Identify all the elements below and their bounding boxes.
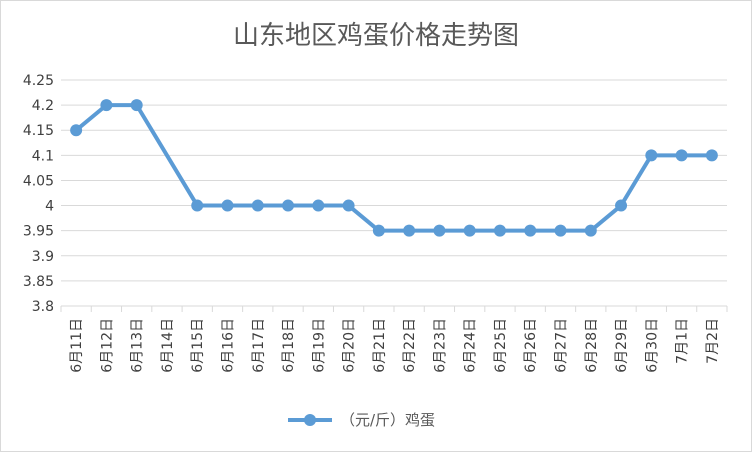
x-tick-label: 6月20日 xyxy=(342,318,358,373)
x-tick-label: 6月17日 xyxy=(251,318,267,373)
x-tick-label: 6月19日 xyxy=(311,318,327,373)
y-tick-label: 4 xyxy=(45,199,54,215)
legend-label: （元/斤）鸡蛋 xyxy=(340,411,435,429)
x-tick-label: 6月28日 xyxy=(584,318,600,373)
x-tick-label: 6月26日 xyxy=(523,318,539,373)
data-point xyxy=(433,224,446,237)
x-tick-label: 6月27日 xyxy=(554,318,570,373)
data-point xyxy=(191,199,204,212)
x-tick-label: 6月29日 xyxy=(614,318,630,373)
data-point xyxy=(463,224,476,237)
x-tick-label: 6月12日 xyxy=(99,318,115,373)
y-tick-label: 3.8 xyxy=(32,299,54,315)
data-point xyxy=(70,124,83,137)
x-tick-label: 6月13日 xyxy=(130,318,146,373)
data-point xyxy=(493,224,506,237)
x-tick-label: 6月25日 xyxy=(493,318,509,373)
series-line xyxy=(74,103,712,233)
x-tick-label: 6月21日 xyxy=(372,318,388,373)
x-axis-ticks: 6月11日 6月12日 6月13日 6月14日 6月15日 6月16日 6月17日 6月18日… xyxy=(69,318,721,373)
y-tick-label: 4.2 xyxy=(32,98,54,114)
y-tick-label: 4.15 xyxy=(23,123,54,139)
x-tick-label: 6月22日 xyxy=(402,318,418,373)
gridlines xyxy=(60,79,728,312)
legend: （元/斤）鸡蛋 xyxy=(288,411,435,429)
x-tick-label: 6月11日 xyxy=(69,318,85,373)
y-tick-label: 3.85 xyxy=(23,274,54,290)
x-tick-label: 6月15日 xyxy=(190,318,206,373)
y-tick-label: 3.95 xyxy=(23,224,54,240)
x-tick-label: 6月24日 xyxy=(463,318,479,373)
y-tick-label: 4.25 xyxy=(23,73,54,89)
data-point xyxy=(312,199,325,212)
data-point xyxy=(221,199,234,212)
data-point xyxy=(554,224,567,237)
data-point xyxy=(615,199,628,212)
data-point xyxy=(251,199,264,212)
chart-title: 山东地区鸡蛋价格走势图 xyxy=(233,21,519,51)
data-point xyxy=(403,224,416,237)
x-tick-label: 6月23日 xyxy=(432,318,448,373)
data-point xyxy=(372,224,385,237)
data-point xyxy=(282,199,295,212)
legend-marker xyxy=(304,414,316,426)
series-group xyxy=(70,99,718,237)
x-tick-label: 6月14日 xyxy=(160,318,176,373)
y-axis-ticks: 3.8 3.85 3.9 3.95 4 4.05 4.1 4.15 4.2 4.25 xyxy=(23,73,54,315)
data-point xyxy=(342,199,355,212)
data-point xyxy=(100,99,113,112)
data-point xyxy=(584,224,597,237)
y-tick-label: 4.05 xyxy=(23,173,54,189)
data-point xyxy=(705,149,718,162)
data-point xyxy=(645,149,658,162)
data-point xyxy=(130,99,143,112)
x-tick-label: 7月2日 xyxy=(705,318,721,364)
x-tick-label: 7月1日 xyxy=(675,318,691,364)
x-tick-label: 6月16日 xyxy=(221,318,237,373)
data-point xyxy=(675,149,688,162)
y-tick-label: 4.1 xyxy=(32,148,54,164)
y-tick-label: 3.9 xyxy=(32,249,54,265)
x-tick-label: 6月30日 xyxy=(644,318,660,373)
data-point xyxy=(524,224,537,237)
x-tick-label: 6月18日 xyxy=(281,318,297,373)
